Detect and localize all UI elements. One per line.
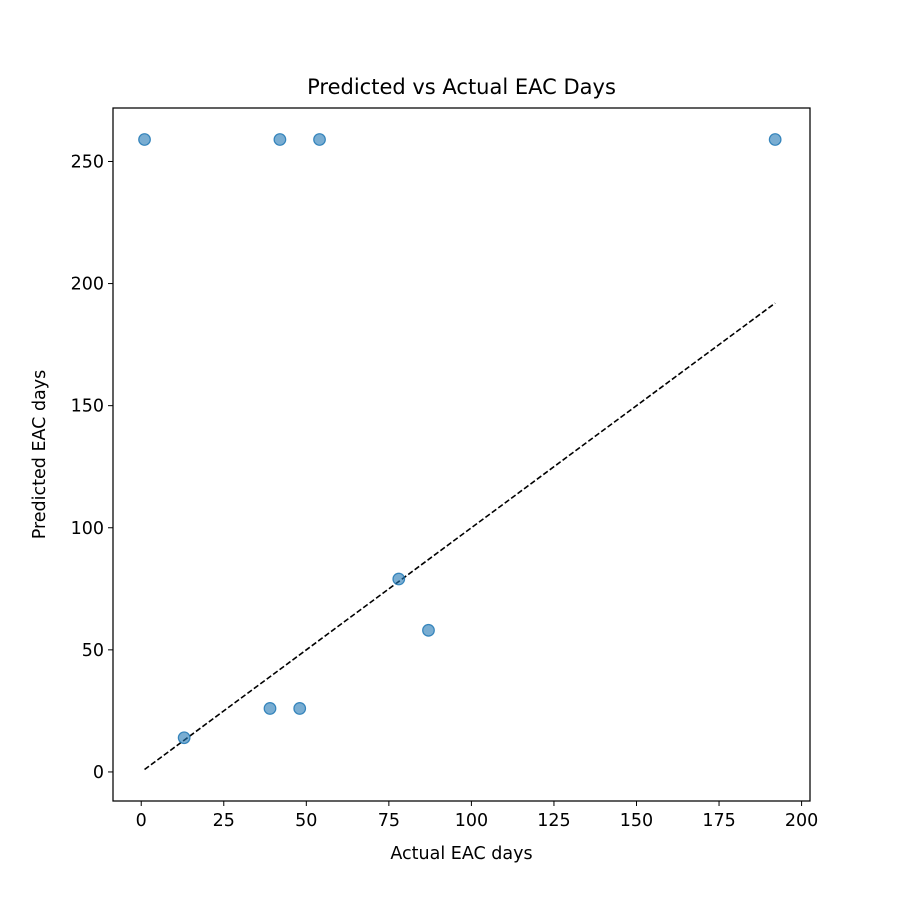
x-tick-label: 200 (785, 811, 818, 831)
data-point (177, 731, 191, 745)
y-tick-label: 0 (93, 763, 104, 783)
plot-area (138, 133, 782, 771)
y-axis-label: Predicted EAC days (30, 370, 50, 540)
x-tick-label: 150 (620, 811, 653, 831)
plot-frame (112, 107, 811, 802)
x-axis: 0 25 50 75 100 125 150 175 200 (136, 801, 818, 831)
y-tick-label: 250 (71, 152, 104, 172)
y-tick-label: 100 (71, 519, 104, 539)
data-point (263, 702, 277, 715)
x-tick-label: 75 (378, 811, 400, 831)
x-tick-label: 25 (213, 811, 235, 831)
y-tick-label: 50 (82, 641, 104, 661)
data-point (422, 623, 435, 637)
data-point (392, 572, 406, 586)
reference-line (144, 302, 776, 771)
data-point (313, 133, 326, 146)
data-point (273, 133, 287, 146)
chart-title: Predicted vs Actual EAC Days (307, 75, 616, 99)
x-tick-label: 50 (295, 811, 317, 831)
y-axis: 0 50 100 150 200 250 (71, 152, 113, 783)
data-point (138, 133, 151, 146)
x-tick-label: 125 (537, 811, 570, 831)
data-point (768, 133, 782, 146)
x-tick-label: 0 (136, 811, 147, 831)
y-tick-label: 200 (71, 275, 104, 295)
x-axis-label: Actual EAC days (390, 844, 532, 864)
x-tick-label: 100 (455, 811, 488, 831)
data-point (293, 702, 307, 715)
y-tick-label: 150 (71, 397, 104, 417)
x-tick-label: 175 (702, 811, 735, 831)
